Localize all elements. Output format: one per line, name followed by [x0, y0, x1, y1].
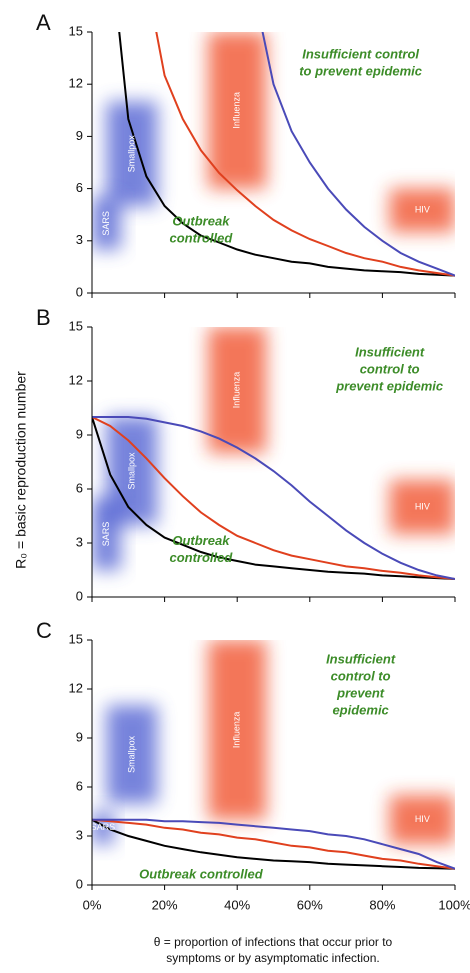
- y-axis-label: R₀ = basic reproduction number: [13, 371, 29, 569]
- y-tick-label: 9: [76, 426, 83, 441]
- y-tick-label: 0: [76, 588, 83, 603]
- region: [106, 705, 158, 804]
- annotation: Insufficient control: [302, 46, 419, 61]
- region: [208, 32, 267, 189]
- x-tick-label: 40%: [224, 897, 250, 912]
- y-tick-label: 3: [76, 232, 83, 247]
- annotation: controlled: [169, 230, 233, 245]
- y-tick-label: 0: [76, 876, 83, 891]
- region: [208, 327, 267, 453]
- y-tick-label: 12: [69, 372, 83, 387]
- region-label: Influenza: [232, 372, 242, 409]
- region: [92, 498, 122, 570]
- region-label: SARS: [91, 822, 116, 832]
- annotation: prevent epidemic: [335, 379, 444, 394]
- panel-label: C: [36, 618, 52, 643]
- region: [389, 480, 455, 534]
- x-tick-label: 60%: [297, 897, 323, 912]
- y-tick-label: 15: [69, 631, 83, 646]
- y-tick-label: 6: [76, 480, 83, 495]
- y-tick-label: 6: [76, 778, 83, 793]
- panel-label: A: [36, 10, 51, 35]
- curve: [92, 818, 455, 870]
- y-tick-label: 15: [69, 23, 83, 38]
- y-tick-label: 0: [76, 284, 83, 299]
- curve: [92, 416, 455, 580]
- annotation: Insufficient: [326, 652, 396, 667]
- x-axis-label: θ = proportion of infections that occur …: [154, 935, 393, 949]
- region-label: SARS: [101, 522, 111, 547]
- y-tick-label: 12: [69, 76, 83, 91]
- y-tick-label: 9: [76, 128, 83, 143]
- y-tick-label: 12: [69, 680, 83, 695]
- region: [389, 188, 455, 233]
- annotation: Outbreak: [172, 533, 230, 548]
- x-tick-label: 20%: [152, 897, 178, 912]
- curve: [92, 416, 455, 580]
- annotation: Outbreak: [172, 213, 230, 228]
- region-label: Smallpox: [126, 735, 136, 773]
- x-tick-label: 0%: [83, 897, 102, 912]
- region-label: Influenza: [232, 712, 242, 749]
- annotation: control to: [360, 362, 420, 377]
- region: [208, 640, 267, 820]
- annotation: Outbreak controlled: [139, 867, 264, 882]
- y-tick-label: 9: [76, 729, 83, 744]
- y-tick-label: 3: [76, 534, 83, 549]
- x-tick-label: 100%: [438, 897, 470, 912]
- y-tick-label: 15: [69, 318, 83, 333]
- x-tick-label: 80%: [369, 897, 395, 912]
- curve: [92, 818, 455, 870]
- plot: [92, 32, 455, 277]
- curve: [118, 32, 455, 277]
- annotation: controlled: [169, 550, 233, 565]
- region-label: SARS: [101, 211, 111, 236]
- region-label: HIV: [415, 814, 430, 824]
- y-tick-label: 6: [76, 180, 83, 195]
- region: [389, 795, 455, 845]
- annotation: control to: [331, 669, 391, 684]
- region-label: Smallpox: [126, 135, 136, 173]
- annotation: prevent: [336, 686, 385, 701]
- curve: [92, 416, 455, 580]
- panel-label: B: [36, 305, 51, 330]
- y-tick-label: 3: [76, 827, 83, 842]
- region-label: Smallpox: [126, 452, 136, 490]
- curve: [261, 32, 455, 277]
- region-label: HIV: [415, 501, 430, 511]
- annotation: to prevent epidemic: [299, 63, 423, 78]
- region-label: HIV: [415, 205, 430, 215]
- annotation: epidemic: [332, 703, 389, 718]
- curve: [155, 32, 455, 277]
- annotation: Insufficient: [355, 345, 425, 360]
- region-label: Influenza: [232, 92, 242, 129]
- plot: [92, 640, 455, 870]
- x-axis-label: symptoms or by asymptomatic infection.: [166, 951, 379, 965]
- region: [92, 197, 122, 250]
- plot: [92, 327, 455, 580]
- curve: [92, 818, 455, 870]
- region: [106, 101, 158, 206]
